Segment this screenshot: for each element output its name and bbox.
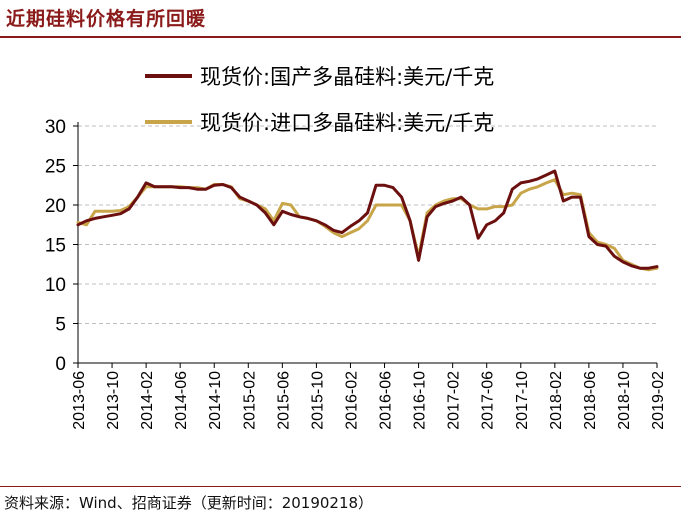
x-tick-label: 2017-02 [446, 371, 463, 430]
x-tick-label: 2017-10 [514, 371, 531, 430]
series-line-imported [76, 178, 659, 272]
x-tick-label: 2015-10 [309, 371, 326, 430]
legend-label: 现货价:国产多晶硅料:美元/千克 [200, 65, 494, 89]
x-tick-label: 2017-06 [480, 371, 497, 430]
x-tick-label: 2019-02 [650, 371, 667, 430]
x-tick-label: 2018-02 [548, 371, 565, 430]
y-tick-label: 5 [55, 315, 66, 336]
title-divider [0, 36, 681, 38]
x-tick-label: 2013-06 [71, 371, 88, 430]
x-tick-label: 2016-02 [343, 371, 360, 430]
x-tick-label: 2015-02 [241, 371, 258, 430]
grid-lines [78, 125, 657, 324]
x-tick-label: 2016-06 [378, 371, 395, 430]
y-tick-label: 10 [45, 275, 66, 296]
x-tick-label: 2016-10 [412, 371, 429, 430]
x-tick-label: 2018-06 [582, 371, 599, 430]
y-axis-ticks: 0 5 10 15 20 25 30 [45, 117, 79, 375]
source-note: 资料来源：Wind、招商证券（更新时间：20190218） [4, 494, 374, 512]
legend-label: 现货价:进口多晶硅料:美元/千克 [200, 111, 494, 135]
y-tick-label: 20 [45, 196, 66, 217]
y-tick-label: 15 [45, 236, 66, 257]
footer-divider [0, 486, 681, 487]
series-lines [76, 169, 659, 272]
y-tick-label: 30 [45, 117, 66, 138]
x-tick-label: 2015-06 [275, 371, 292, 430]
x-tick-label: 2014-10 [207, 371, 224, 430]
y-tick-label: 0 [55, 354, 66, 375]
x-tick-label: 2013-10 [105, 371, 122, 430]
y-tick-label: 25 [45, 157, 66, 178]
line-chart: 0 5 10 15 20 25 30 2013-06 2013-10 2014-02 2014-0… [45, 65, 667, 430]
x-axis-ticks: 2013-06 2013-10 2014-02 2014-06 2014-10 2015-… [71, 362, 667, 430]
series-line-domestic [76, 169, 659, 270]
x-tick-label: 2014-02 [139, 371, 156, 430]
page-title: 近期硅料价格有所回暖 [6, 8, 207, 30]
x-tick-label: 2014-06 [173, 371, 190, 430]
x-tick-label: 2018-10 [616, 371, 633, 430]
